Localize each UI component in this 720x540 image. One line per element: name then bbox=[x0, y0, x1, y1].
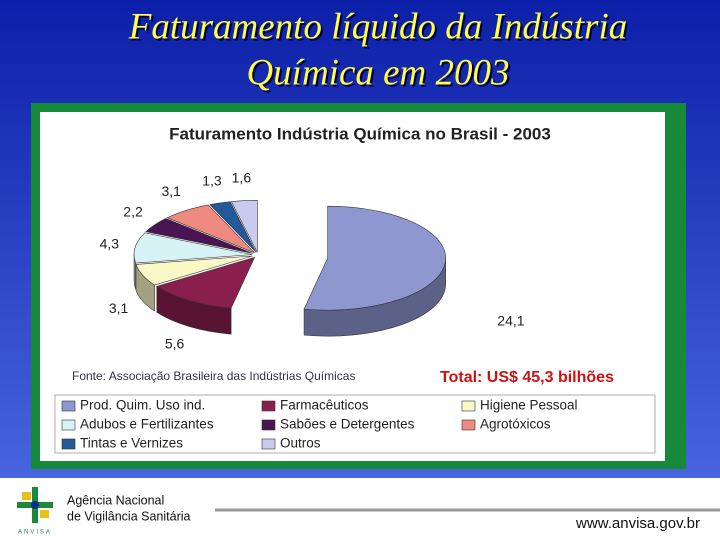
legend-label: Farmacêuticos bbox=[280, 398, 369, 413]
data-label: 3,1 bbox=[161, 183, 181, 199]
legend-swatch bbox=[61, 438, 76, 450]
chart-title: Faturamento Indústria Química no Brasil … bbox=[169, 124, 551, 143]
legend-label: Agrotóxicos bbox=[480, 417, 551, 432]
legend-label: Higiene Pessoal bbox=[480, 398, 578, 413]
data-label: 5,6 bbox=[165, 335, 185, 351]
legend-label: Sabões e Detergentes bbox=[280, 417, 415, 432]
slice bbox=[135, 255, 253, 286]
legend-swatch bbox=[461, 419, 476, 431]
slice bbox=[166, 204, 255, 254]
legend-swatch bbox=[61, 400, 76, 412]
legend-box bbox=[54, 394, 656, 454]
logo-text: ANVISA bbox=[18, 530, 52, 536]
slice bbox=[209, 201, 257, 253]
data-label: 2,2 bbox=[123, 203, 143, 219]
slice bbox=[133, 232, 253, 264]
legend-label: Outros bbox=[280, 436, 321, 451]
data-label: 1,3 bbox=[202, 173, 222, 189]
site-url: www.anvisa.gov.br bbox=[575, 515, 700, 532]
data-label: 3,1 bbox=[109, 300, 129, 316]
legend-swatch bbox=[461, 400, 476, 412]
slice bbox=[230, 200, 258, 253]
slice bbox=[145, 218, 254, 254]
data-label: 4,3 bbox=[100, 235, 120, 251]
legend-swatch bbox=[261, 419, 276, 431]
legend-label: Tintas e Vernizes bbox=[80, 436, 183, 451]
logo bbox=[17, 487, 53, 523]
agency-name: Agência Nacional bbox=[67, 493, 164, 507]
legend-label: Prod. Quim. Uso ind. bbox=[80, 398, 205, 413]
legend-swatch bbox=[261, 400, 276, 412]
slice bbox=[303, 205, 446, 311]
legend-label: Adubos e Fertilizantes bbox=[80, 417, 214, 432]
slide-title: Faturamento líquido da Indústria bbox=[128, 6, 627, 47]
title-shadow: Química em 2003 bbox=[248, 54, 511, 95]
legend-swatch bbox=[261, 438, 276, 450]
pie: 24,1 5,6 3,1 4,32,2 3,1 1,3 1,6 bbox=[100, 169, 525, 351]
total-note: Total: US$ 45,3 bilhões bbox=[440, 369, 614, 386]
legend: Prod. Quim. Uso ind. Farmacêuticos Higiene… bbox=[61, 398, 578, 451]
data-label: 24,1 bbox=[497, 312, 524, 328]
slice bbox=[156, 256, 256, 309]
agency-name: de Vigilância Sanitária bbox=[67, 509, 191, 523]
slide-title: Química em 2003 bbox=[246, 52, 509, 93]
title-shadow: Faturamento líquido da Indústria bbox=[130, 8, 629, 49]
legend-swatch bbox=[61, 419, 76, 431]
data-label: 1,6 bbox=[232, 169, 252, 185]
source-note: Fonte: Associação Brasileira das Indústr… bbox=[72, 369, 355, 383]
